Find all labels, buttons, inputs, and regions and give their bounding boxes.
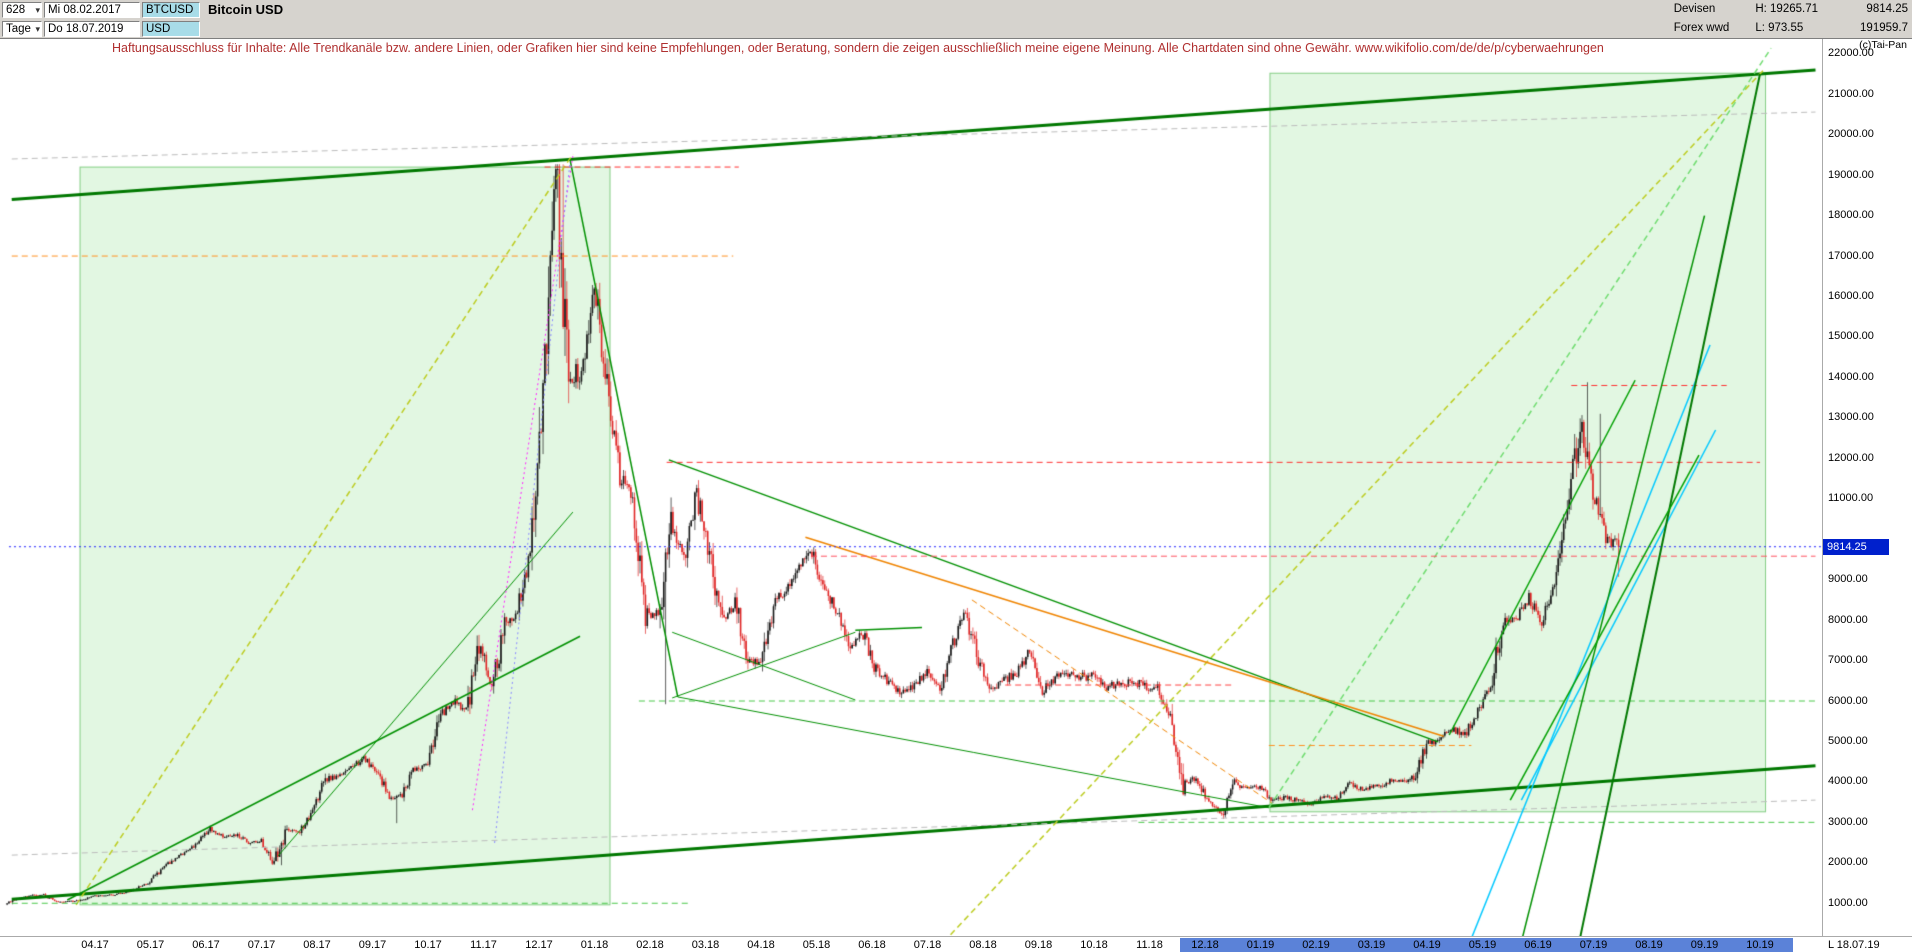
time-tick: 05.19: [1468, 939, 1497, 951]
start-date-value: Mi 08.02.2017: [48, 3, 121, 16]
time-tick: 10.18: [1080, 939, 1108, 951]
time-tick: 03.19: [1357, 939, 1386, 951]
time-tick: 07.17: [247, 939, 276, 951]
currency-value: USD: [146, 22, 171, 35]
price-tick: 6000.00: [1828, 694, 1868, 707]
high-label: H: 19265.71: [1755, 3, 1818, 15]
time-tick: 05.17: [136, 939, 165, 951]
price-tick: 13000.00: [1828, 411, 1874, 424]
time-tick: 10.19: [1746, 939, 1774, 951]
time-tick: 01.19: [1246, 939, 1275, 951]
price-tick: 4000.00: [1828, 775, 1868, 788]
price-tick: 9000.00: [1828, 573, 1868, 586]
taipan-watermark: (c)Tai-Pan: [1859, 39, 1907, 51]
timeframe-dropdown[interactable]: Tage ▾: [2, 20, 42, 37]
price-tick: 2000.00: [1828, 856, 1868, 869]
price-tick: 12000.00: [1828, 451, 1874, 464]
time-tick: 12.18: [1191, 939, 1219, 951]
timeframe-value: Tage: [6, 22, 31, 35]
price-tick: 16000.00: [1828, 290, 1874, 302]
feed-label: Forex wwd: [1673, 22, 1730, 34]
time-tick: 06.18: [858, 939, 886, 951]
price-tick: 17000.00: [1828, 249, 1874, 262]
price-tick: 14000.00: [1828, 370, 1874, 383]
high-low-column: H: 19265.71 L: 973.55: [1755, 0, 1818, 39]
chevron-down-icon: ▾: [35, 4, 40, 15]
price-tick: 21000.00: [1828, 87, 1874, 100]
time-tick: 08.19: [1635, 939, 1663, 951]
time-tick: 12.17: [525, 939, 553, 951]
price-tick: 20000.00: [1828, 128, 1874, 141]
time-tick: 06.19: [1524, 939, 1552, 951]
secondary-value: 191959.7: [1860, 22, 1908, 34]
chevron-down-icon: ▾: [35, 23, 40, 34]
time-tick: 05.18: [802, 939, 831, 951]
quote-info: Devisen Forex wwd H: 19265.71 L: 973.55 …: [1674, 0, 1908, 39]
symbol-field[interactable]: BTCUSD: [142, 1, 200, 18]
time-tick: 04.19: [1413, 939, 1441, 951]
time-tick: 02.18: [636, 939, 664, 951]
symbol-value: BTCUSD: [146, 3, 194, 16]
time-tick: 11.18: [1136, 939, 1163, 951]
time-axis: L 18.07.19 04.17 05.17 06.17 07.17 08.17 09.1…: [0, 936, 1912, 952]
price-tick: 1000.00: [1828, 896, 1868, 909]
price-tick: 19000.00: [1828, 168, 1874, 181]
time-tick: 04.17: [81, 939, 109, 951]
time-tick: 07.19: [1579, 939, 1608, 951]
price-tick: 5000.00: [1828, 734, 1868, 747]
time-tick: 07.18: [913, 939, 942, 951]
bar-count-dropdown[interactable]: 628 ▾: [2, 1, 42, 18]
end-date-value: Do 18.07.2019: [48, 22, 124, 35]
time-tick: 04.18: [747, 939, 775, 951]
price-tick: 8000.00: [1828, 613, 1868, 626]
chart-area: Haftungsausschluss für Inhalte: Alle Tre…: [0, 39, 1912, 952]
axis-end-label: L 18.07.19: [1828, 939, 1880, 951]
time-tick: 09.18: [1024, 939, 1053, 951]
time-tick: 02.19: [1302, 939, 1330, 951]
toolbar: 628 ▾ Mi 08.02.2017 BTCUSD Bitcoin USD T…: [0, 0, 1912, 39]
price-tick: 15000.00: [1828, 330, 1874, 343]
price-tick: 11000.00: [1828, 492, 1874, 505]
price-tick: 18000.00: [1828, 209, 1874, 222]
time-tick: 01.18: [580, 939, 609, 951]
price-tick: 22000.00: [1828, 47, 1874, 60]
time-tick: 03.18: [691, 939, 720, 951]
category-label: Devisen: [1673, 3, 1716, 15]
last-price-badge: 9814.25: [1823, 538, 1889, 555]
instrument-title: Bitcoin USD: [208, 2, 284, 17]
start-date-field[interactable]: Mi 08.02.2017: [44, 1, 140, 18]
bar-count-value: 628: [6, 3, 26, 16]
price-axis: (c)Tai-Pan 9814.25 22000.00 21000.00 20000…: [1822, 39, 1912, 936]
time-axis-highlight[interactable]: [1180, 938, 1794, 952]
end-date-field[interactable]: Do 18.07.2019: [44, 20, 140, 37]
last-price: 9814.25: [1866, 3, 1908, 15]
market-column: Devisen Forex wwd: [1674, 0, 1730, 39]
price-chart-canvas[interactable]: [0, 39, 1822, 936]
time-tick: 09.19: [1690, 939, 1719, 951]
time-tick: 09.17: [358, 939, 387, 951]
time-tick: 08.18: [969, 939, 997, 951]
currency-field[interactable]: USD: [142, 20, 200, 37]
low-label: L: 973.55: [1755, 22, 1804, 34]
time-tick: 08.17: [303, 939, 331, 951]
time-tick: 10.17: [414, 939, 442, 951]
price-tick: 3000.00: [1828, 815, 1868, 828]
price-tick: 7000.00: [1828, 654, 1868, 667]
disclaimer-text: Haftungsausschluss für Inhalte: Alle Tre…: [112, 41, 1604, 55]
price-column: 9814.25 191959.7: [1844, 0, 1908, 39]
time-tick: 06.17: [192, 939, 220, 951]
toolbar-left: 628 ▾ Mi 08.02.2017 BTCUSD Bitcoin USD T…: [2, 0, 283, 38]
time-tick: 11.17: [470, 939, 497, 951]
